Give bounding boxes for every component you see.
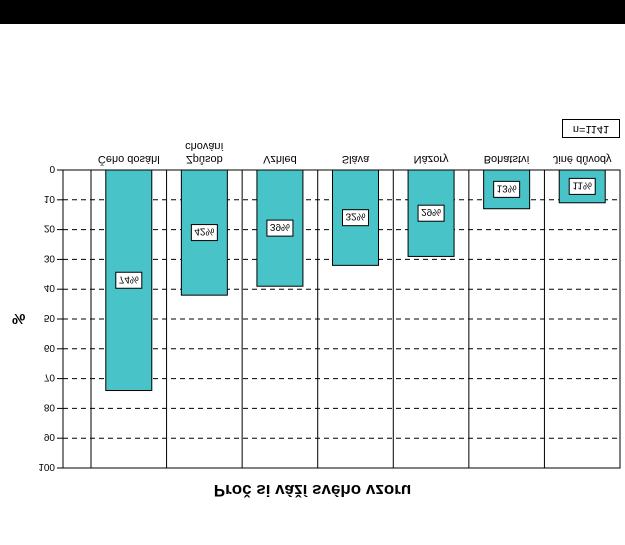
category-label: chování [185,140,224,152]
category-label: Sláva [342,153,370,165]
y-tick-label: 60 [44,342,56,353]
y-tick-label: 70 [44,372,56,383]
y-tick-label: 50 [44,312,56,323]
data-label-box [417,204,445,222]
y-tick-label: 80 [44,401,56,412]
bar [105,169,153,392]
category-label: Názory [414,153,449,165]
y-tick-label: 10 [44,193,56,204]
y-tick-label: 40 [44,282,56,293]
category-label: Způsob [186,153,223,165]
data-label-box [266,219,294,237]
category-label: Vzhled [263,153,297,165]
category-label: Jiné důvody [553,153,612,165]
chart-title: Proč si váží svého vzoru [213,481,412,500]
data-label-box [568,177,596,195]
data-label-box [190,224,218,242]
y-tick-label: 100 [38,461,55,472]
y-axis-label: % [12,310,26,327]
y-tick-label: 0 [49,163,55,174]
data-label: 29% [421,206,441,217]
data-label: 74% [119,273,139,284]
data-label: 39% [270,221,290,232]
y-tick-label: 90 [44,431,56,442]
sample-size-note: n=1141 [562,119,620,138]
data-label-box [493,180,521,198]
data-label-box [342,209,369,227]
data-label: 11% [573,179,592,190]
data-label: 32% [345,211,365,222]
data-label: 42% [194,226,214,237]
data-label-box [115,271,143,289]
data-label: 13% [497,182,517,193]
category-label: Bohatství [484,153,530,165]
top-black-bar [0,0,625,24]
y-tick-label: 30 [44,252,56,263]
category-label: Čeho dosáhl [98,153,160,166]
y-tick-label: 20 [44,223,56,234]
